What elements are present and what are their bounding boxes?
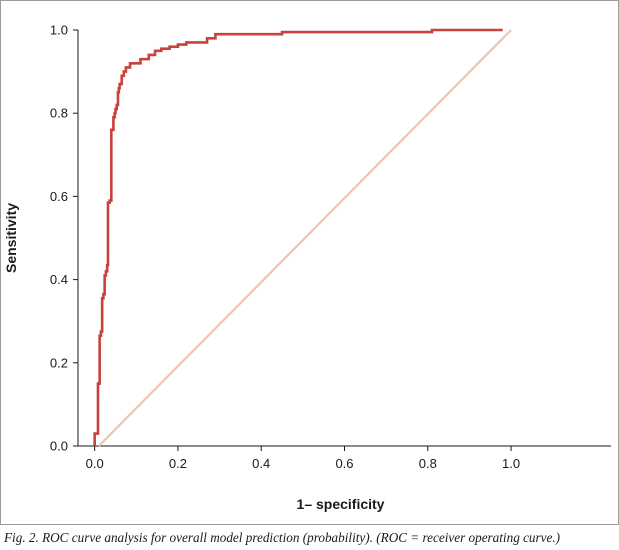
y-tick-label: 0.4 xyxy=(50,272,68,287)
x-axis-title: 1– specificity xyxy=(297,496,385,512)
x-tick-label: 0.0 xyxy=(86,456,104,471)
x-tick-label: 0.4 xyxy=(252,456,270,471)
ticks-layer: 0.0 0.2 0.4 0.6 0.8 1.0 0.0 0.2 0.4 0.6 0.8 1.0 xyxy=(50,23,520,472)
y-tick-label: 0.8 xyxy=(50,106,68,121)
series-layer xyxy=(93,28,512,447)
roc-chart: 0.0 0.2 0.4 0.6 0.8 1.0 0.0 0.2 0.4 0.6 0.8 1.0 1– … xyxy=(3,23,611,512)
y-tick-label: 0.2 xyxy=(50,355,68,370)
y-axis-title: Sensitivity xyxy=(3,203,19,273)
x-tick-label: 0.6 xyxy=(335,456,353,471)
y-tick-label: 0.6 xyxy=(50,189,68,204)
y-tick-label: 0.0 xyxy=(50,439,68,454)
x-tick-label: 0.8 xyxy=(419,456,437,471)
reference-diagonal-line xyxy=(98,29,512,447)
figure-frame: 0.0 0.2 0.4 0.6 0.8 1.0 0.0 0.2 0.4 0.6 0.8 1.0 1– … xyxy=(0,0,619,525)
roc-curve-line xyxy=(93,28,503,446)
y-tick-label: 1.0 xyxy=(50,23,68,38)
x-tick-label: 0.2 xyxy=(169,456,187,471)
x-tick-label: 1.0 xyxy=(502,456,520,471)
figure-caption: Fig. 2. ROC curve analysis for overall m… xyxy=(4,530,561,545)
